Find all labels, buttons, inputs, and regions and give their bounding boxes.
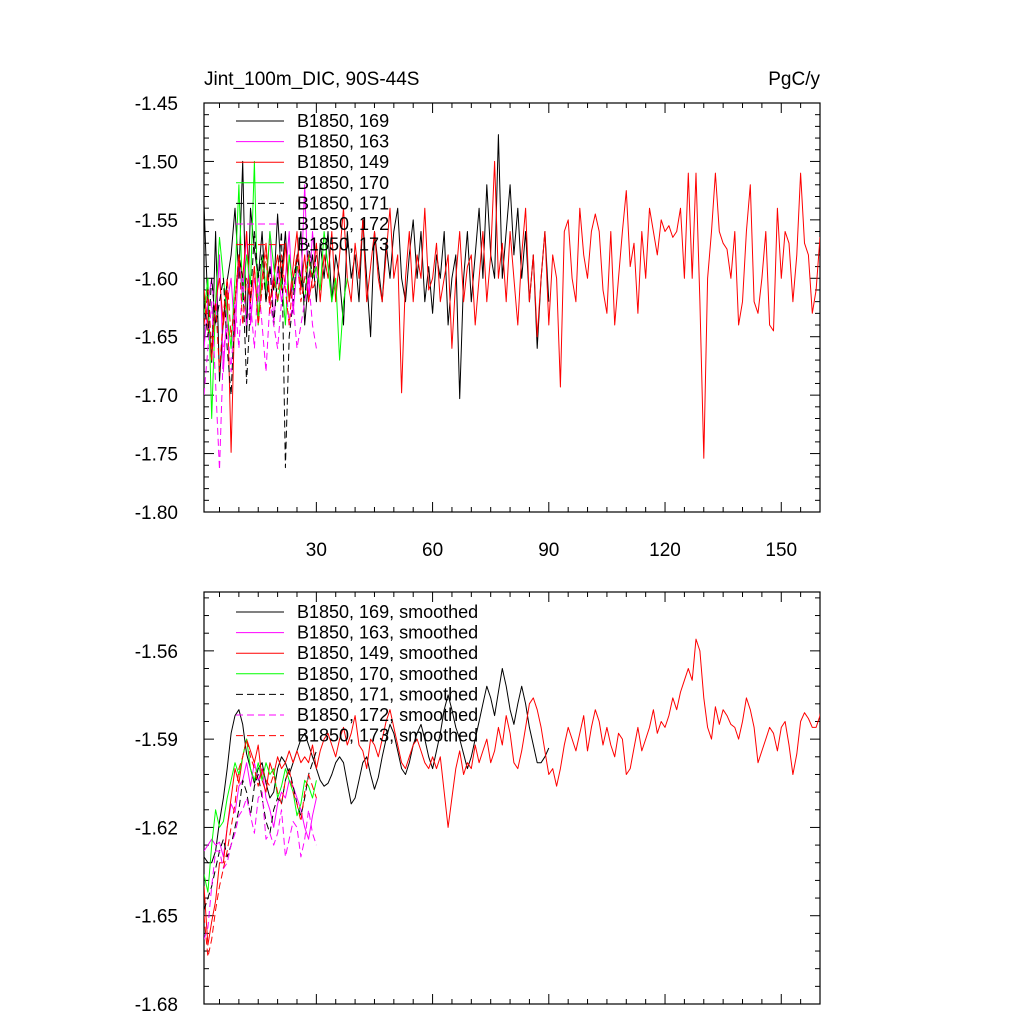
series-line-b1850-163-smoothed [204,762,317,858]
series-line-b1850-172 [204,277,317,471]
legend-label: B1850, 169 [297,111,389,131]
series-group [204,638,820,958]
y-tick-label: -1.68 [135,995,178,1016]
y-tick-label: -1.45 [135,94,178,115]
chart-title: Jint_100m_DIC, 90S-44S [204,69,419,90]
y-tick-label: -1.55 [135,211,178,232]
legend-label: B1850, 149, smoothed [297,643,478,663]
series-line-b1850-172-smoothed [204,791,317,940]
legend-label: B1850, 163, smoothed [297,623,478,643]
y-tick-label: -1.65 [135,328,178,349]
series-line-b1850-170 [204,160,348,419]
y-tick-label: -1.59 [135,730,178,751]
legend-label: B1850, 169, smoothed [297,602,478,622]
x-tick-label: 150 [765,540,797,561]
bottom-panel: -1.56 -1.59 -1.62 -1.65 -1.68 B1850, 169, smo… [135,591,821,1016]
legend-label: B1850, 172, smoothed [297,705,478,725]
legend-label: B1850, 171 [297,193,389,213]
series-group [204,134,820,471]
series-line-b1850-173 [204,254,317,373]
plot-frame [203,591,821,1005]
legend-label: B1850, 163 [297,132,389,152]
y-tick-label: -1.56 [135,642,178,663]
y-tick-label: -1.62 [135,818,178,839]
x-tick-label: 120 [649,540,681,561]
series-line-b1850-170-smoothed [204,738,317,893]
y-tick-label: -1.65 [135,907,178,928]
legend-label: B1850, 173 [297,235,389,255]
series-line-b1850-173-smoothed [204,738,317,958]
top-panel: 30 60 90 120 150 -1.45 -1.50 -1.55 -1.60 -1.65 -1.… [135,69,821,561]
x-tick-label: 30 [306,540,327,561]
series-line-b1850-149-smoothed [204,638,820,946]
units-label: PgC/y [768,69,820,90]
legend-label: B1850, 170, smoothed [297,664,478,684]
x-tick-label: 60 [422,540,443,561]
legend-label: B1850, 172 [297,214,389,234]
y-tick-label: -1.70 [135,386,178,407]
series-line-b1850-169-smoothed [204,668,550,864]
legend-label: B1850, 149 [297,152,389,172]
legend-label: B1850, 171, smoothed [297,684,478,704]
y-tick-label: -1.50 [135,152,178,173]
x-tick-label: 90 [538,540,559,561]
legend-label: B1850, 173, smoothed [297,726,478,746]
series-line-b1850-171-smoothed [204,750,317,910]
y-tick-label: -1.75 [135,445,178,466]
plot-frame [203,102,821,513]
series-line-b1850-163 [204,184,317,373]
y-tick-label: -1.60 [135,269,178,290]
y-tick-label: -1.80 [135,503,178,524]
legend-label: B1850, 170 [297,173,389,193]
